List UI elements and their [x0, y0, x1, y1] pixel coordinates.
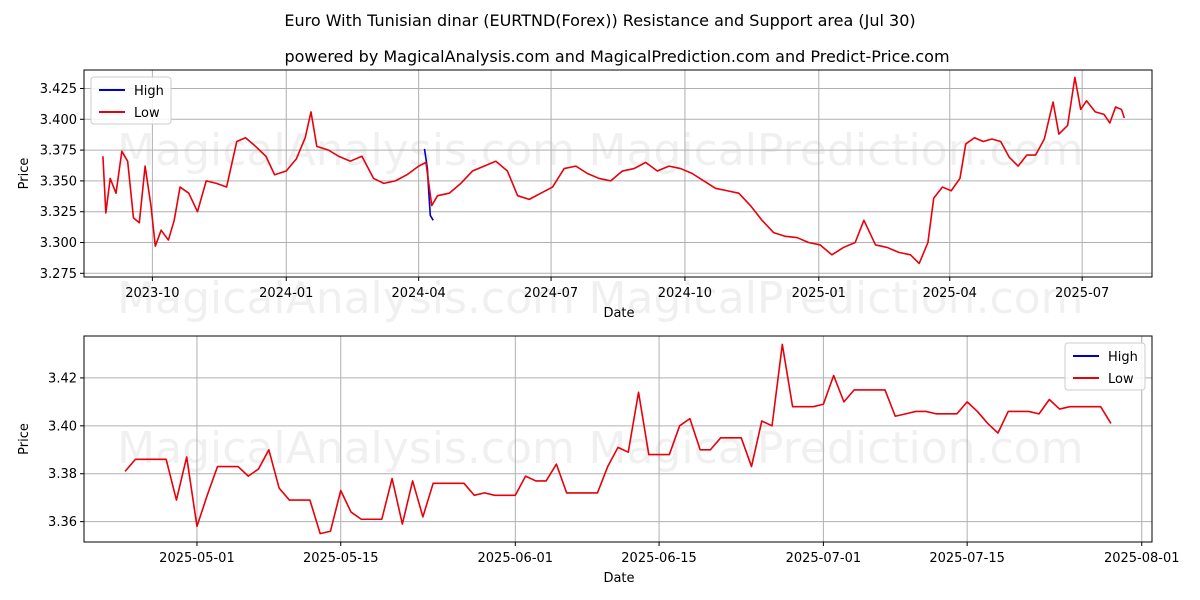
x-tick-label: 2025-07 — [1055, 286, 1109, 301]
legend-label: Low — [134, 106, 160, 121]
plot-frame — [83, 335, 1153, 543]
x-tick-label: 2024-04 — [391, 286, 445, 301]
x-axis-label: Date — [603, 306, 634, 321]
chart-title: Euro With Tunisian dinar (EURTND(Forex))… — [284, 11, 915, 30]
y-tick-label: 3.40 — [48, 419, 77, 434]
legend-label: High — [134, 84, 164, 99]
x-tick-label: 2025-06-01 — [478, 551, 554, 566]
y-tick-label: 3.375 — [40, 144, 77, 159]
watermark-top: MagicalAnalysis.com MagicalPrediction.co… — [117, 125, 1083, 474]
y-tick-label: 3.36 — [48, 515, 77, 530]
lower-price-chart: 2025-05-01 2025-05-15 2025-06-01 2025-06-15… — [17, 335, 1180, 586]
x-tick-label: 2023-10 — [125, 286, 179, 301]
y-axis-label: Price — [17, 423, 32, 455]
y-axis-label: Price — [17, 158, 32, 190]
watermark-text: MagicalPrediction.com — [589, 273, 1084, 324]
y-tick-label: 3.350 — [40, 174, 77, 189]
x-tick-label: 2024-07 — [524, 286, 578, 301]
plot-frame — [83, 69, 1153, 278]
y-tick-label: 3.400 — [40, 113, 77, 128]
upper-price-chart: 2023-10 2024-01 2024-04 2024-07 2024-10 2025-… — [17, 69, 1153, 321]
low-series-line — [102, 76, 1126, 265]
low-series-line — [124, 343, 1112, 535]
legend: High Low — [1064, 342, 1146, 391]
watermark-text: MagicalAnalysis.com — [117, 423, 575, 474]
x-tick-label: 2025-07-01 — [786, 551, 862, 566]
x-axis-label: Date — [603, 571, 634, 586]
x-tick-label: 2025-06-15 — [621, 551, 697, 566]
x-tick-label: 2025-05-15 — [303, 551, 379, 566]
x-tick-label: 2025-07-15 — [929, 551, 1005, 566]
watermark-text: MagicalPrediction.com — [589, 423, 1084, 474]
legend-label: High — [1108, 350, 1138, 365]
y-tick-label: 3.275 — [40, 267, 77, 282]
legend-label: Low — [1108, 372, 1134, 387]
x-tick-label: 2025-04 — [923, 286, 977, 301]
chart-subtitle: powered by MagicalAnalysis.com and Magic… — [284, 47, 949, 66]
y-tick-label: 3.325 — [40, 205, 77, 220]
x-tick-label: 2025-05-01 — [159, 551, 235, 566]
x-tick-label: 2024-10 — [658, 286, 712, 301]
x-tick-label: 2024-01 — [259, 286, 313, 301]
y-tick-label: 3.425 — [40, 82, 77, 97]
x-tick-label: 2025-01 — [792, 286, 846, 301]
y-tick-label: 3.42 — [48, 371, 77, 386]
y-tick-label: 3.300 — [40, 236, 77, 251]
legend: High Low — [90, 76, 172, 125]
watermark-text: MagicalAnalysis.com — [117, 273, 575, 324]
y-tick-label: 3.38 — [48, 467, 77, 482]
x-tick-label: 2025-08-01 — [1104, 551, 1180, 566]
